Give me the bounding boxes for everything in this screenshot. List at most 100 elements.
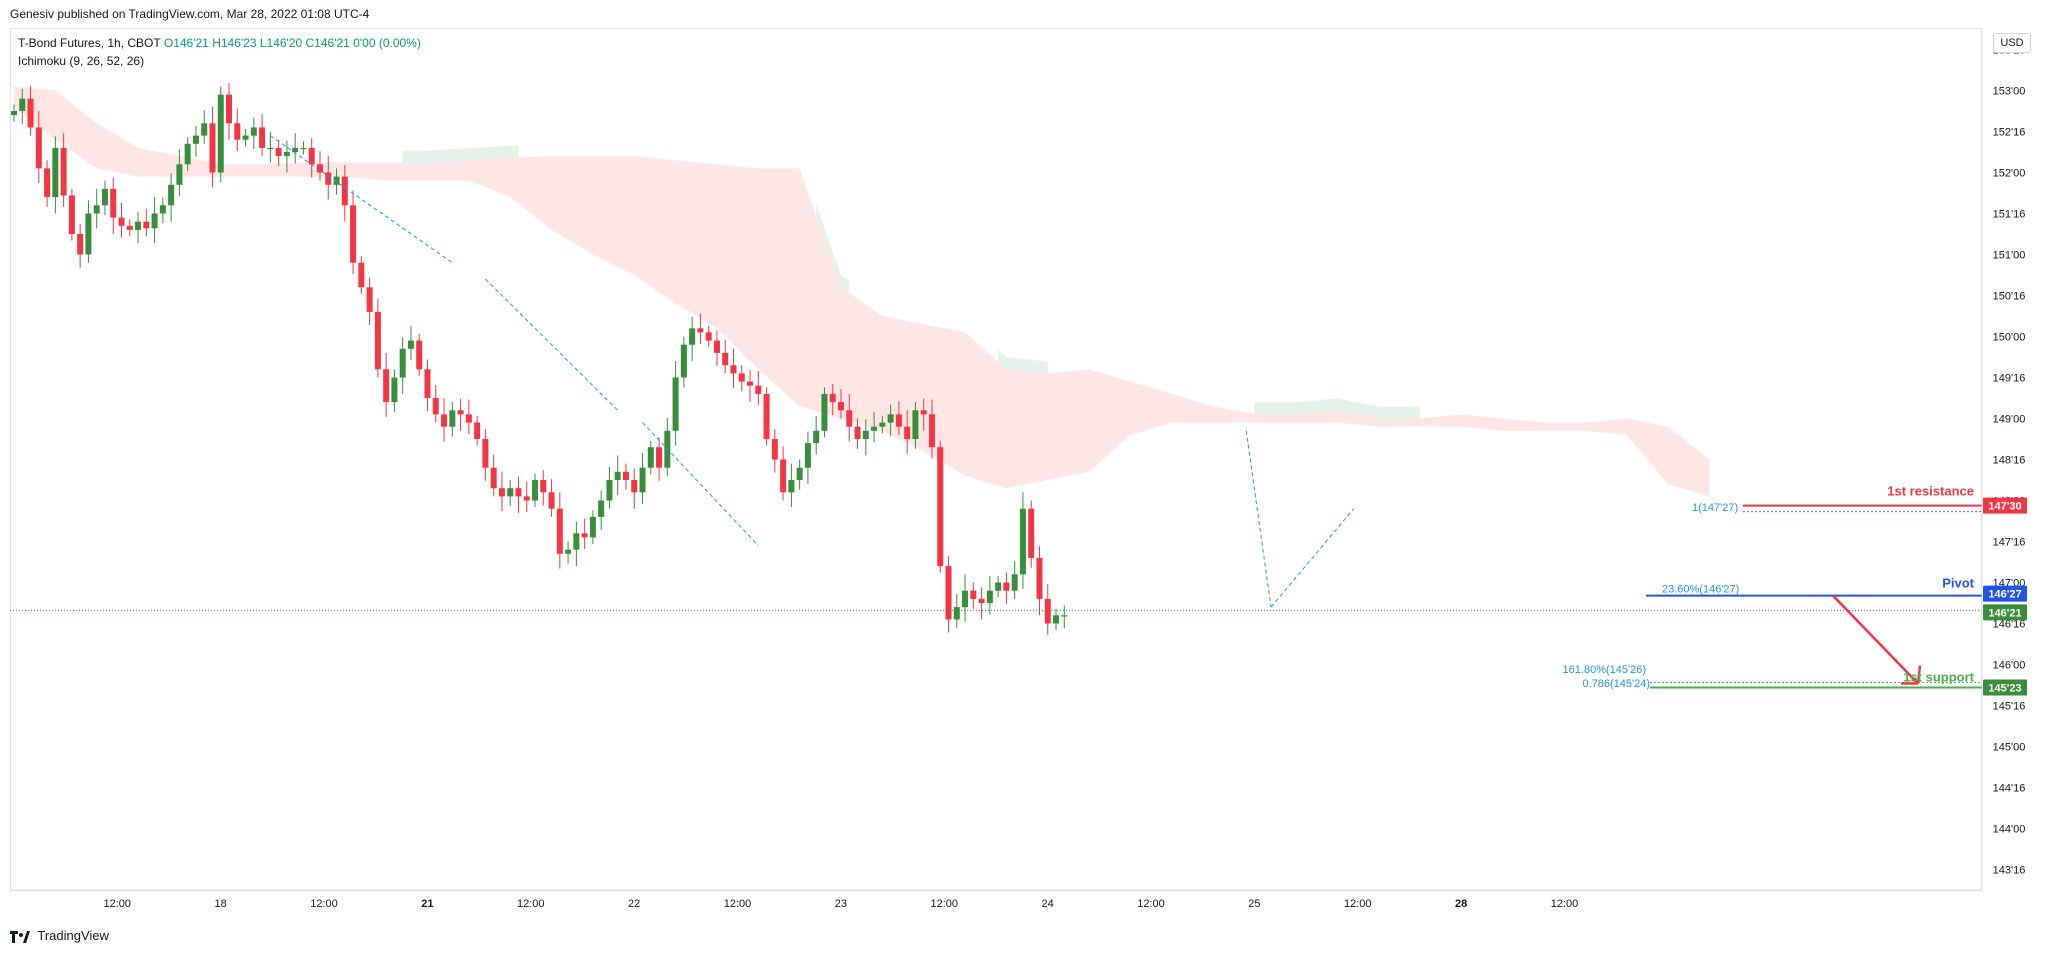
- candle-body: [201, 123, 208, 136]
- price-tick-label: 145'16: [1993, 701, 2026, 713]
- candle-body: [920, 410, 927, 415]
- fib-label: 1(147'27): [1692, 502, 1738, 514]
- candle-body: [656, 447, 663, 468]
- candle-body: [1003, 582, 1010, 591]
- candles-group: [11, 83, 1068, 635]
- candle-body: [804, 443, 811, 468]
- candle-body: [565, 549, 572, 554]
- price-tick-label: 144'00: [1993, 824, 2026, 836]
- time-tick-label: 12:00: [310, 898, 338, 910]
- candle-body: [118, 217, 125, 226]
- legend-indicator[interactable]: Ichimoku (9, 26, 52, 26): [18, 54, 145, 68]
- candle-body: [341, 176, 348, 206]
- candle-body: [399, 348, 406, 378]
- candle-body: [85, 213, 92, 255]
- footer: TradingView: [10, 928, 109, 943]
- price-tick-label: 152'00: [1993, 168, 2026, 180]
- candle-body: [209, 123, 216, 173]
- candle-body: [226, 94, 233, 124]
- candle-body: [771, 439, 778, 460]
- candle-body: [887, 414, 894, 423]
- projection-arrow-line: [1832, 594, 1919, 685]
- candle-body: [780, 459, 787, 493]
- price-tick-label: 145'00: [1993, 742, 2026, 754]
- trend-dash-5: [1270, 508, 1355, 608]
- fib-label: 161.80%(145'26): [1563, 664, 1646, 676]
- time-tick-label: 12:00: [724, 898, 752, 910]
- candle-body: [35, 127, 42, 169]
- last-price-tag: 146'21: [1988, 607, 2021, 619]
- time-tick-label: 12:00: [1137, 898, 1165, 910]
- price-tick-label: 149'00: [1993, 414, 2026, 426]
- candle-body: [217, 94, 224, 173]
- time-tick-label: 12:00: [1344, 898, 1372, 910]
- pivot-price-tag: 146'27: [1988, 589, 2021, 601]
- candle-body: [871, 426, 878, 431]
- candle-body: [573, 533, 580, 550]
- candle-body: [267, 147, 274, 150]
- candle-body: [1061, 615, 1068, 617]
- candle-body: [416, 340, 423, 370]
- time-tick-label: 12:00: [1551, 898, 1579, 910]
- candle-body: [498, 488, 505, 497]
- time-tick-label: 12:00: [104, 898, 132, 910]
- candle-body: [639, 467, 646, 493]
- ichimoku-cloud-bear: [14, 86, 1710, 497]
- ichimoku-cloud-bull-0: [402, 145, 519, 163]
- time-tick-label: 21: [421, 898, 433, 910]
- candle-body: [407, 340, 414, 349]
- candle-body: [697, 328, 704, 333]
- candle-body: [316, 164, 323, 173]
- resistance-price-tag: 147'30: [1988, 501, 2021, 513]
- candle-body: [308, 147, 315, 165]
- legend-symbol[interactable]: T-Bond Futures, 1h, CBOT: [18, 36, 161, 50]
- candle-body: [755, 385, 762, 394]
- resistance-price-tag-bg: [1983, 497, 2027, 514]
- candle-body: [68, 195, 75, 234]
- fib-label: 0.786(145'24): [1582, 678, 1650, 690]
- candle-body: [879, 422, 886, 427]
- candle-body: [490, 467, 497, 489]
- price-tick-label: 151'16: [1993, 209, 2026, 221]
- candle-body: [928, 414, 935, 448]
- time-tick-label: 23: [835, 898, 847, 910]
- candle-body: [904, 426, 911, 439]
- candle-body: [895, 414, 902, 427]
- candle-body: [722, 352, 729, 366]
- candle-body: [143, 221, 150, 229]
- fib-label: 23.60%(146'27): [1662, 584, 1739, 596]
- candle-body: [1036, 557, 1043, 599]
- candle-body: [358, 262, 365, 288]
- top-bar: Genesiv published on TradingView.com, Ma…: [0, 0, 2047, 26]
- candle-body: [556, 508, 563, 554]
- price-tick-label: 149'16: [1993, 373, 2026, 385]
- candle-body: [523, 496, 530, 501]
- candle-body: [747, 381, 754, 386]
- pivot-price-tag-bg: [1983, 585, 2027, 602]
- candle-body: [680, 344, 687, 378]
- pivot-label: Pivot: [1942, 576, 1974, 591]
- candle-body: [93, 205, 100, 214]
- price-tick-label: 148'16: [1993, 455, 2026, 467]
- candle-body: [589, 516, 596, 538]
- price-tick-label: 143'16: [1993, 865, 2026, 877]
- candle-body: [449, 410, 456, 427]
- candle-body: [854, 426, 861, 439]
- candle-body: [647, 447, 654, 468]
- currency-button[interactable]: USD: [1993, 33, 2031, 53]
- candle-body: [292, 147, 299, 152]
- time-tick-label: 25: [1248, 898, 1260, 910]
- support-price-tag: 145'23: [1988, 682, 2021, 694]
- price-tick-label: 144'16: [1993, 783, 2026, 795]
- candle-body: [135, 221, 142, 230]
- price-tick-label: 153'00: [1993, 86, 2026, 98]
- candle-body: [713, 340, 720, 353]
- trend-dash-3: [642, 422, 759, 546]
- candle-body: [184, 143, 191, 165]
- candle-body: [250, 127, 257, 136]
- candle-body: [333, 176, 340, 185]
- price-tick-label: 152'16: [1993, 127, 2026, 139]
- tradingview-logo-icon: [10, 930, 30, 943]
- legend-ohlc: O146'21 H146'23 L146'20 C146'21 0'00 (0.…: [163, 36, 421, 50]
